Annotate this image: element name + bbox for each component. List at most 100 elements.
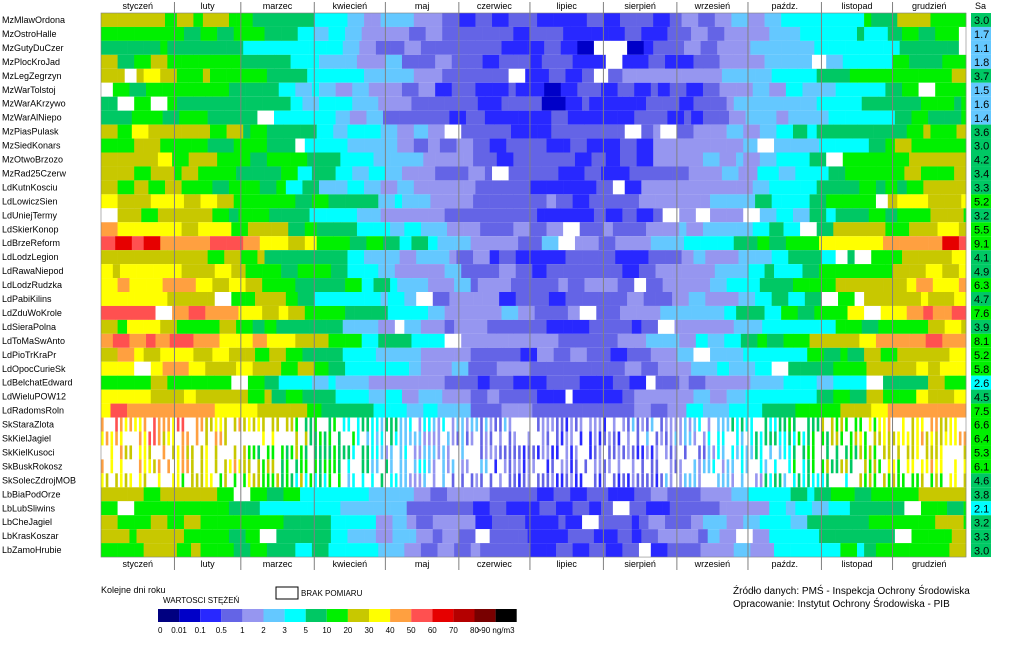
cell <box>574 236 583 251</box>
cell <box>328 543 346 558</box>
station-label: LdWieluPOW12 <box>2 392 66 402</box>
cell <box>416 110 434 125</box>
cell <box>316 124 334 139</box>
sa-value: 1.4 <box>974 113 989 125</box>
cell <box>195 278 213 292</box>
station-label: SkStaraZlota <box>2 420 54 430</box>
cell <box>330 529 348 544</box>
cell <box>167 501 175 516</box>
cell <box>148 431 152 446</box>
cell <box>101 319 118 334</box>
cell <box>492 264 500 279</box>
cell <box>802 264 820 279</box>
cell <box>311 543 329 558</box>
cell <box>774 264 787 279</box>
cell <box>579 222 597 237</box>
cell <box>909 54 927 69</box>
cell <box>729 403 746 418</box>
cell <box>845 166 863 181</box>
cell <box>477 124 495 139</box>
cell <box>278 375 296 390</box>
cell <box>217 152 235 167</box>
cell <box>944 375 960 390</box>
cell <box>340 222 358 237</box>
cell <box>375 529 393 544</box>
cell <box>669 13 682 27</box>
cell <box>361 417 365 432</box>
cell <box>598 473 602 488</box>
cell <box>819 264 836 279</box>
cell <box>266 333 280 348</box>
cell <box>781 305 799 320</box>
cell <box>489 194 507 209</box>
cell <box>131 110 149 125</box>
cell <box>956 361 967 376</box>
cell <box>302 180 320 195</box>
cell <box>288 305 306 320</box>
cell <box>757 543 775 558</box>
cell <box>444 264 462 279</box>
cell <box>854 431 858 446</box>
cell <box>821 417 825 432</box>
cell <box>217 501 230 516</box>
cell <box>418 389 436 404</box>
cell <box>233 152 251 167</box>
cell <box>304 305 322 320</box>
cell <box>157 166 175 181</box>
cell <box>776 152 794 167</box>
cell <box>887 110 896 125</box>
cell <box>238 417 242 432</box>
cell <box>949 138 967 153</box>
month-label: paźdz. <box>771 1 798 11</box>
cell <box>525 515 543 530</box>
cell <box>902 82 919 97</box>
cell <box>781 54 799 69</box>
cell <box>840 515 858 530</box>
cell <box>262 96 280 111</box>
cell <box>774 543 791 558</box>
cell <box>570 445 573 460</box>
cell <box>364 138 381 153</box>
cell <box>456 431 460 446</box>
cell <box>885 82 903 97</box>
cell <box>468 40 486 55</box>
cell <box>608 26 626 41</box>
cell <box>108 96 118 111</box>
cell <box>852 82 870 97</box>
cell <box>871 13 889 27</box>
cell <box>247 417 251 432</box>
cell <box>157 417 161 432</box>
cell <box>503 347 521 362</box>
cell <box>475 264 493 279</box>
cell <box>937 403 955 418</box>
cell <box>764 13 782 27</box>
cell <box>477 375 490 390</box>
cell <box>928 529 945 544</box>
sa-cell <box>971 236 991 251</box>
cell <box>835 278 846 292</box>
cell <box>887 166 905 181</box>
cell <box>930 13 943 27</box>
cell <box>804 292 822 306</box>
cell <box>236 319 253 334</box>
cell <box>304 445 308 460</box>
cell <box>428 445 431 460</box>
cell <box>828 166 839 181</box>
cell <box>864 431 867 446</box>
cell <box>352 389 370 404</box>
cell <box>584 110 602 125</box>
cell <box>762 110 777 125</box>
cell <box>292 501 308 516</box>
cell <box>783 431 787 446</box>
station-label: LbKrasKoszar <box>2 531 59 541</box>
cell <box>150 26 168 41</box>
cell <box>809 208 827 223</box>
cell <box>174 292 192 306</box>
cell <box>755 431 758 446</box>
sa-value: 9.1 <box>974 238 989 250</box>
cell <box>236 333 253 348</box>
cell <box>480 473 483 488</box>
cell <box>252 417 256 432</box>
cell <box>176 543 192 558</box>
sa-cell <box>971 264 991 279</box>
